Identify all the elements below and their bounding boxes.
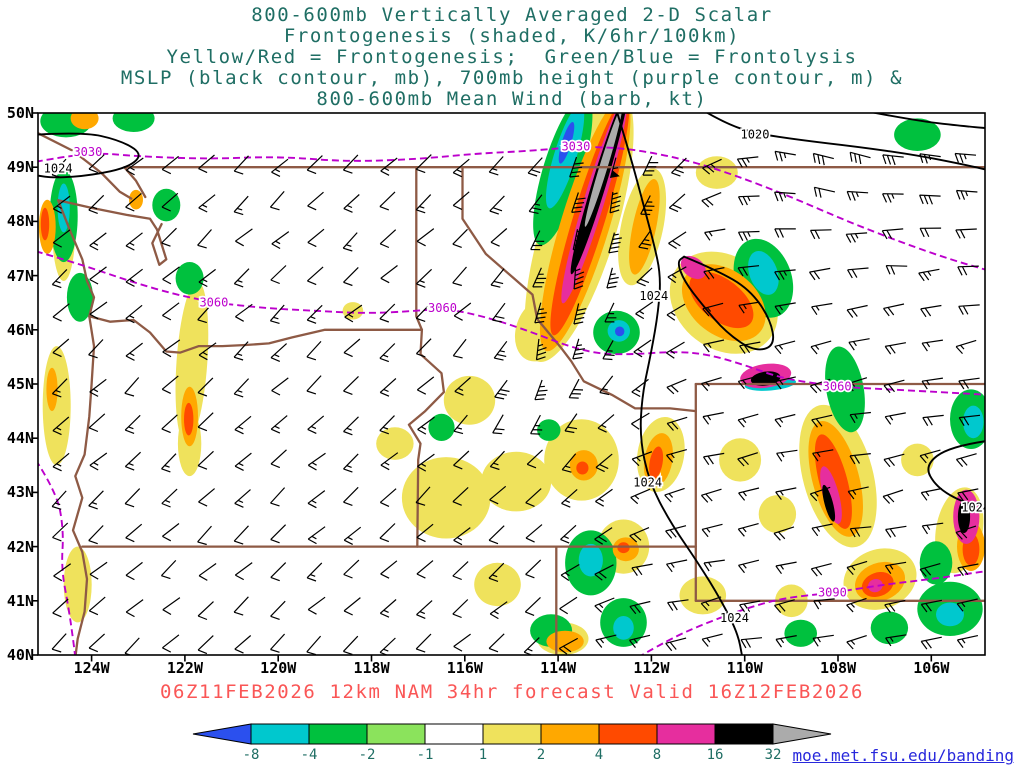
forecast-caption: 06Z11FEB2026 12km NAM 34hr forecast Vali… xyxy=(159,681,865,703)
svg-text:3060: 3060 xyxy=(428,301,457,315)
lon-tick-label: 116W xyxy=(446,659,483,677)
svg-text:3090: 3090 xyxy=(818,586,847,600)
lon-tick-label: 124W xyxy=(73,659,110,677)
colorbar-segment xyxy=(598,723,658,745)
colorbar-left-arrow xyxy=(192,723,252,745)
colorbar-segment xyxy=(714,723,774,745)
lon-tick-label: 108W xyxy=(819,659,857,677)
title-line-4: MSLP (black contour, mb), 700mb height (… xyxy=(120,67,904,89)
colorbar-tick-label: 4 xyxy=(595,747,603,763)
title-block: 800-600mb Vertically Averaged 2-D Scalar… xyxy=(0,5,1024,110)
title-line-3: Yellow/Red = Frontogenesis; Green/Blue =… xyxy=(166,46,858,68)
lat-tick-label: 41N xyxy=(6,591,34,610)
svg-text:1024: 1024 xyxy=(961,501,990,515)
lat-tick-label: 44N xyxy=(6,429,34,448)
svg-text:1024: 1024 xyxy=(44,161,73,175)
lat-tick-label: 40N xyxy=(6,646,34,664)
svg-text:3060: 3060 xyxy=(199,296,228,310)
title-line-1: 800-600mb Vertically Averaged 2-D Scalar xyxy=(251,4,773,26)
svg-text:3030: 3030 xyxy=(561,140,590,154)
mslp-contours xyxy=(38,113,985,655)
lat-tick-label: 46N xyxy=(6,320,34,339)
colorbar-tick-label: 2 xyxy=(537,747,545,763)
svg-text:1024: 1024 xyxy=(720,611,749,625)
lat-tick-label: 45N xyxy=(6,375,34,393)
lat-tick-label: 42N xyxy=(6,537,34,556)
colorbar: -8 -4 -2 -1 1 2 4 8 16 32 xyxy=(192,722,834,766)
lon-tick-label: 122W xyxy=(166,659,203,677)
colorbar-segment xyxy=(308,723,368,745)
wind-barbs xyxy=(51,150,981,655)
credit-url[interactable]: moe.met.fsu.edu/banding xyxy=(792,746,1014,765)
colorbar-segment xyxy=(540,723,600,745)
colorbar-tick-label: 32 xyxy=(765,747,782,763)
lat-tick-label: 47N xyxy=(6,266,34,285)
colorbar-tick-label: -8 xyxy=(243,747,260,763)
svg-text:1024: 1024 xyxy=(639,289,668,303)
svg-text:3060: 3060 xyxy=(823,380,852,394)
svg-text:3030: 3030 xyxy=(73,145,102,159)
colorbar-right-arrow xyxy=(772,723,832,745)
colorbar-tick-label: -2 xyxy=(359,747,376,763)
lat-tick-label: 49N xyxy=(6,158,34,177)
colorbar-tick-label: 8 xyxy=(653,747,661,763)
lat-tick-label: 50N xyxy=(6,104,34,122)
lat-tick-label: 43N xyxy=(6,483,34,502)
colorbar-segment xyxy=(250,723,310,745)
lon-tick-label: 106W xyxy=(913,659,950,677)
colorbar-segment xyxy=(366,723,426,745)
colorbar-tick-label: -1 xyxy=(417,747,434,763)
colorbar-tick-label: -4 xyxy=(301,747,318,763)
colorbar-segment xyxy=(656,723,716,745)
colorbar-scale: -8 -4 -2 -1 1 2 4 8 16 32 xyxy=(192,723,832,763)
lon-tick-label: 114W xyxy=(540,659,577,677)
lon-tick-label: 120W xyxy=(260,659,297,677)
colorbar-segment xyxy=(482,723,542,745)
title-line-2: Frontogenesis (shaded, K/6hr/100km) xyxy=(283,25,741,47)
title-line-5: 800-600mb Mean Wind (barb, kt) xyxy=(316,88,708,110)
svg-text:1024: 1024 xyxy=(633,476,662,490)
colorbar-tick-label: 16 xyxy=(707,747,724,763)
colorbar-tick-label: 1 xyxy=(479,747,487,763)
svg-text:1020: 1020 xyxy=(741,128,770,142)
colorbar-segment xyxy=(424,723,484,745)
lat-tick-label: 48N xyxy=(6,212,34,231)
lon-tick-label: 110W xyxy=(726,659,763,677)
lon-tick-label: 118W xyxy=(353,659,390,677)
lon-tick-label: 112W xyxy=(633,659,670,677)
